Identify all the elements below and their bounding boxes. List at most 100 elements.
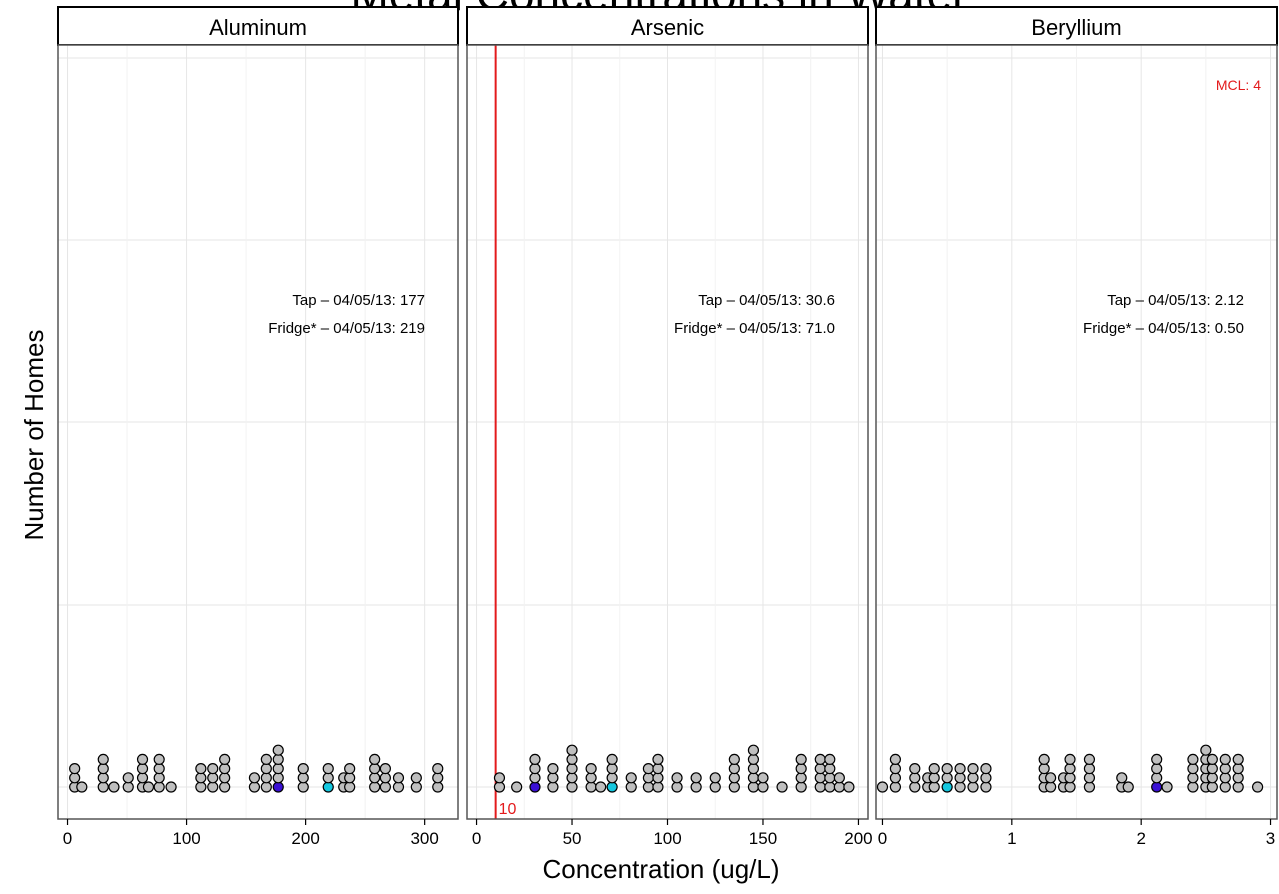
- data-point: [1232, 762, 1244, 775]
- data-point: [967, 762, 979, 775]
- data-point: [108, 781, 120, 793]
- facet-header: [57, 6, 459, 46]
- data-point: [824, 772, 836, 784]
- data-point: [652, 781, 664, 793]
- data-point: [97, 781, 109, 793]
- data-point: [1187, 772, 1199, 784]
- x-tick-label: 200: [291, 829, 319, 848]
- data-point: [1219, 772, 1231, 784]
- data-point: [410, 781, 422, 793]
- data-point: [709, 781, 721, 793]
- data-point: [219, 753, 231, 766]
- data-point: [392, 772, 405, 784]
- data-point: [1083, 772, 1096, 784]
- data-point: [136, 772, 149, 784]
- data-point: [690, 781, 702, 793]
- data-point: [876, 781, 889, 793]
- data-point: [136, 762, 149, 775]
- data-point: [1161, 781, 1173, 793]
- data-point: [272, 772, 284, 784]
- data-point: [566, 781, 578, 793]
- x-tick-label: 3: [1266, 829, 1275, 848]
- x-tick-label: 300: [410, 829, 438, 848]
- data-point: [980, 781, 992, 793]
- data-point: [625, 772, 637, 784]
- data-point: [165, 781, 177, 793]
- data-point: [814, 753, 826, 766]
- mcl-label: 10: [499, 801, 517, 818]
- data-point: [566, 762, 578, 775]
- data-point: [1206, 772, 1218, 784]
- data-point: [153, 753, 165, 766]
- data-point: [1200, 744, 1212, 756]
- data-point: [219, 772, 231, 784]
- data-point: [795, 762, 807, 775]
- data-point: [795, 753, 807, 766]
- facet-title: Arsenic: [631, 15, 704, 40]
- data-point-fridge: [941, 781, 953, 793]
- annotation-tap: Tap – 04/05/13: 30.6: [698, 292, 835, 309]
- data-point: [1151, 772, 1163, 784]
- data-point: [1232, 781, 1244, 793]
- data-point: [272, 762, 284, 775]
- data-point: [606, 772, 618, 784]
- data-point: [889, 762, 902, 775]
- annotation-tap: Tap – 04/05/13: 2.12: [1107, 292, 1244, 309]
- data-point: [690, 772, 702, 784]
- facet-header: [466, 6, 869, 46]
- annotation-fridge: Fridge* – 04/05/13: 71.0: [674, 320, 835, 337]
- facet-title: Beryllium: [1031, 15, 1121, 40]
- data-point: [260, 772, 272, 784]
- data-point: [122, 781, 134, 793]
- data-point: [671, 772, 683, 784]
- data-point: [728, 772, 740, 784]
- plot-background: [58, 45, 458, 819]
- data-point: [260, 762, 272, 775]
- data-point: [728, 753, 740, 766]
- data-point: [566, 753, 578, 766]
- data-point: [207, 772, 219, 784]
- data-point: [432, 772, 444, 784]
- data-point: [297, 772, 309, 784]
- data-point-tap: [272, 781, 284, 793]
- x-tick-label: 50: [563, 829, 582, 848]
- mcl-label: MCL: 4: [1216, 77, 1261, 93]
- data-point: [795, 781, 807, 793]
- data-point: [122, 772, 134, 784]
- data-point: [1122, 781, 1134, 793]
- data-point: [322, 762, 334, 775]
- data-point-tap: [1151, 781, 1163, 793]
- data-point: [136, 753, 149, 766]
- data-point: [1045, 772, 1057, 784]
- data-point: [432, 762, 444, 775]
- data-point: [1064, 753, 1076, 766]
- data-point: [566, 744, 578, 756]
- data-point: [980, 762, 992, 775]
- data-point: [207, 762, 219, 775]
- data-point: [219, 781, 231, 793]
- data-point: [547, 762, 559, 775]
- data-point: [369, 772, 381, 784]
- data-point: [1083, 781, 1096, 793]
- data-point: [1151, 753, 1163, 766]
- data-point: [909, 781, 921, 793]
- data-point: [97, 772, 109, 784]
- data-point: [728, 781, 740, 793]
- x-tick-label: 100: [172, 829, 200, 848]
- facet-panel-aluminum: Aluminum Tap – 04/05/13: 177 Fridge* – 04/…: [57, 6, 459, 848]
- data-point: [747, 781, 760, 793]
- data-point: [493, 772, 506, 784]
- annotation-fridge: Fridge* – 04/05/13: 0.50: [1083, 320, 1244, 337]
- data-point: [928, 772, 940, 784]
- data-point: [941, 772, 953, 784]
- data-point: [757, 772, 769, 784]
- data-point: [529, 753, 541, 766]
- data-point: [97, 762, 109, 775]
- data-point: [344, 781, 356, 793]
- data-point: [272, 753, 284, 766]
- data-point: [747, 762, 760, 775]
- data-point: [369, 781, 381, 793]
- panel-border: [875, 44, 1278, 820]
- data-point: [747, 744, 760, 756]
- data-point: [833, 772, 845, 784]
